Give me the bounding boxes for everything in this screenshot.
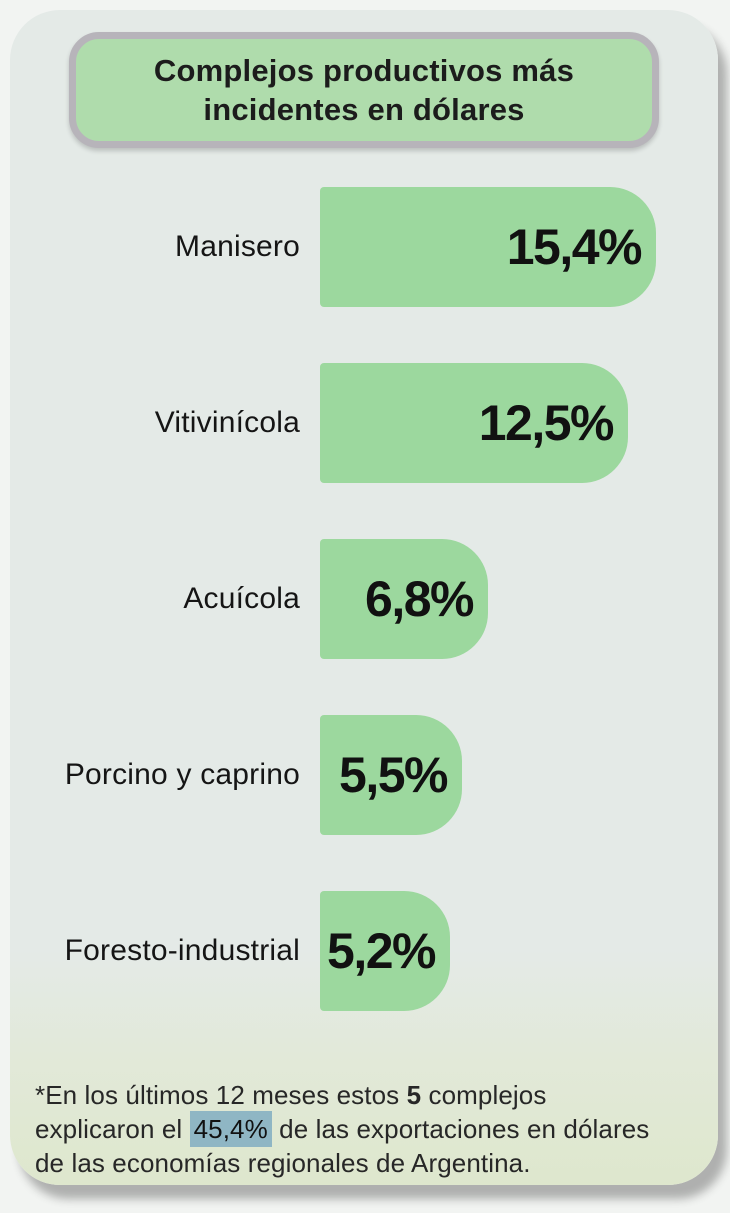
footnote-text: *En los últimos 12 meses estos — [35, 1080, 407, 1110]
bar-track: 6,8% — [320, 539, 718, 659]
bar-track: 15,4% — [320, 187, 718, 307]
bar: 6,8% — [320, 539, 488, 659]
infographic-card: Complejos productivos más incidentes en … — [10, 10, 718, 1185]
footnote-line-1: *En los últimos 12 meses estos 5 complej… — [35, 1078, 718, 1112]
category-label: Foresto-industrial — [64, 934, 300, 967]
chart-row: Porcino y caprino 5,5% — [10, 715, 718, 835]
bar-value-label: 15,4% — [506, 219, 643, 275]
category-label: Manisero — [175, 230, 300, 263]
chart-title-line2: incidentes en dólares — [203, 92, 525, 127]
bar-track: 5,5% — [320, 715, 718, 835]
bar-value-label: 6,8% — [365, 571, 474, 627]
bar: 5,5% — [320, 715, 462, 835]
bar-value-label: 12,5% — [478, 395, 615, 451]
bar-value-label: 5,5% — [339, 747, 448, 803]
category-label: Acuícola — [183, 582, 300, 615]
bar-chart: Manisero 15,4% Vitivinícola 12,5% Acuícola 6,… — [10, 187, 718, 1011]
chart-row: Manisero 15,4% — [10, 187, 718, 307]
footnote-bold-count: 5 — [406, 1080, 422, 1110]
bar: 12,5% — [320, 363, 628, 483]
footnote-text: de las exportaciones en dólares — [271, 1114, 650, 1144]
chart-title-line1: Complejos productivos más — [153, 53, 575, 88]
bar-track: 12,5% — [320, 363, 718, 483]
footnote: *En los últimos 12 meses estos 5 complej… — [10, 1078, 718, 1180]
bar: 5,2% — [320, 891, 450, 1011]
chart-row: Acuícola 6,8% — [10, 539, 718, 659]
bar: 15,4% — [320, 187, 656, 307]
category-label: Porcino y caprino — [64, 758, 300, 791]
footnote-line-2: explicaron el 45,4% de las exportaciones… — [35, 1111, 718, 1147]
chart-row: Foresto-industrial 5,2% — [10, 891, 718, 1011]
chart-title: Complejos productivos más incidentes en … — [69, 32, 659, 148]
chart-row: Vitivinícola 12,5% — [10, 363, 718, 483]
footnote-text: explicaron el — [35, 1114, 190, 1144]
footnote-highlight-value: 45,4% — [189, 1111, 272, 1147]
category-label: Vitivinícola — [154, 406, 300, 439]
footnote-line-3: de las economías regionales de Argentina… — [35, 1148, 531, 1178]
bar-value-label: 5,2% — [327, 923, 436, 979]
bar-track: 5,2% — [320, 891, 718, 1011]
footnote-text: complejos — [421, 1080, 547, 1110]
